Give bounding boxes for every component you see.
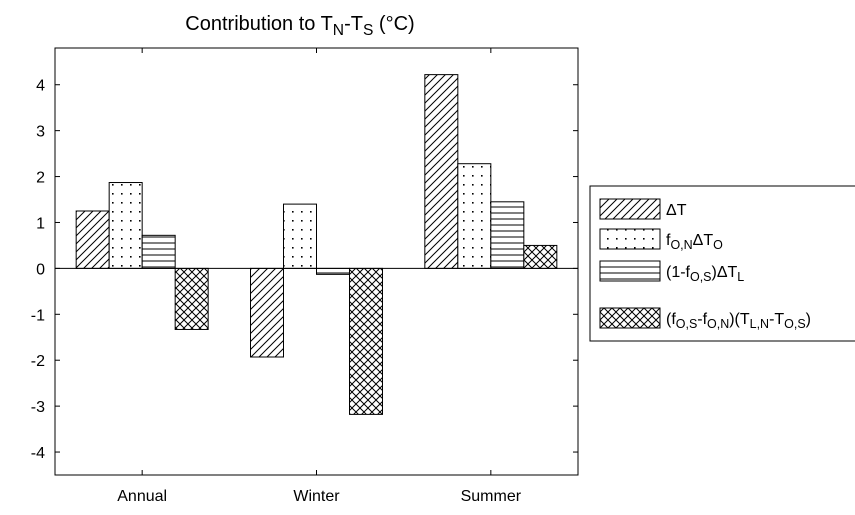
y-tick-label: -2 [31,353,45,370]
y-tick-label: -1 [31,307,45,324]
text-part: Contribution to T [185,13,333,35]
legend-label: fO,NΔTO [666,232,723,252]
text-part: O,S [676,317,697,331]
text-part: f [666,232,671,249]
bar [141,234,176,269]
text-part: )(T [729,311,750,328]
text-part: O,S [784,317,805,331]
text-part: ) [806,311,811,328]
text-part: )ΔT [711,264,737,281]
y-tick-label: 0 [36,261,45,278]
text-part: O,N [707,317,729,331]
legend-swatch [599,307,661,329]
bar [108,182,143,269]
text-part: ΔT [693,232,714,249]
text-part: L [737,270,744,284]
text-part: -T [344,13,363,35]
bar [75,210,110,269]
text-part: O,S [690,270,711,284]
legend-label: (1-fO,S)ΔTL [666,264,744,284]
text-part: (1-f [666,264,691,281]
text-part: O,N [670,238,692,252]
y-tick-label: 1 [36,215,45,232]
bar [523,244,558,269]
bar [457,163,492,269]
text-part: L,N [750,317,769,331]
chart-title: Contribution to TN-TS (°C) [185,13,414,39]
x-tick-label: Winter [293,488,340,505]
legend-label: (fO,S-fO,N)(TL,N-TO,S) [666,311,811,331]
text-part: ΔT [666,202,687,219]
legend-swatch [599,228,661,250]
text-part: N [333,22,344,39]
bar [250,267,284,358]
text-part: (f [666,311,676,328]
y-tick-label: 3 [36,124,45,141]
text-part: -T [769,311,784,328]
y-tick-label: 2 [36,170,45,187]
legend-swatch [599,260,661,282]
x-tick-label: Annual [117,488,167,505]
bar [424,74,459,269]
y-tick-label: -4 [31,445,45,462]
x-tick-label: Summer [461,488,522,505]
bar [283,203,317,269]
text-part: O [713,238,723,252]
bar [490,201,525,269]
text-part: S [363,22,373,39]
bar [349,267,383,415]
bar [174,267,209,330]
y-tick-label: 4 [36,78,45,95]
legend-label: ΔT [666,202,687,219]
text-part: (°C) [373,13,414,35]
legend-swatch [599,198,661,220]
y-tick-label: -3 [31,399,45,416]
bar [316,267,350,275]
text-part: -f [697,311,707,328]
